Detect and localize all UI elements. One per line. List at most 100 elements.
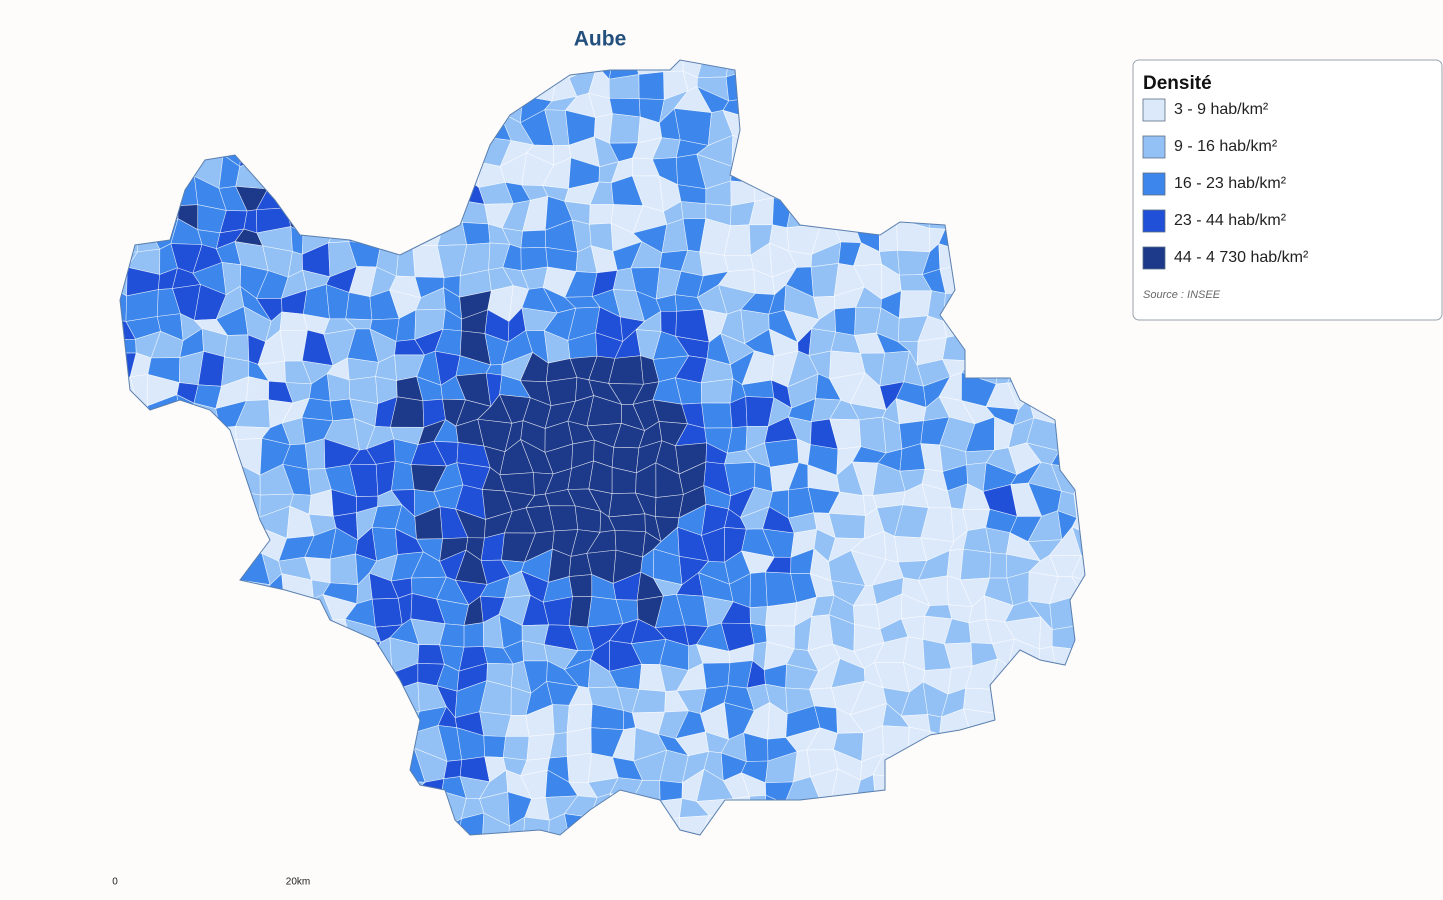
commune	[1032, 201, 1060, 232]
commune	[135, 217, 161, 253]
commune	[437, 138, 458, 164]
commune	[149, 616, 181, 647]
commune	[213, 728, 250, 752]
commune	[1076, 859, 1093, 886]
commune	[939, 732, 971, 751]
commune	[240, 619, 270, 640]
commune	[456, 91, 492, 117]
commune	[697, 860, 721, 889]
commune	[196, 108, 221, 139]
commune	[745, 158, 770, 186]
commune	[302, 203, 339, 234]
commune	[815, 110, 844, 141]
commune	[522, 816, 550, 835]
commune	[154, 130, 184, 160]
commune	[397, 152, 426, 187]
commune	[566, 727, 592, 757]
commune	[731, 134, 747, 167]
commune	[393, 134, 426, 154]
commune	[324, 99, 359, 122]
commune	[463, 862, 491, 889]
commune	[548, 844, 574, 870]
commune	[1028, 381, 1064, 399]
commune	[730, 165, 756, 184]
commune	[1077, 822, 1085, 835]
commune	[701, 402, 733, 429]
commune	[130, 438, 158, 474]
commune	[434, 60, 462, 77]
commune	[608, 60, 640, 80]
communes	[120, 60, 1093, 890]
commune	[702, 662, 731, 689]
commune	[120, 131, 139, 163]
commune	[1057, 861, 1085, 884]
commune	[355, 779, 374, 798]
commune	[172, 550, 200, 576]
commune	[1030, 779, 1054, 805]
commune	[752, 60, 776, 79]
commune	[1004, 93, 1029, 122]
commune	[907, 132, 921, 158]
commune	[751, 68, 776, 99]
commune	[987, 263, 1011, 295]
commune	[940, 66, 970, 102]
commune	[239, 138, 266, 167]
commune	[810, 65, 833, 101]
commune	[215, 688, 250, 714]
commune	[996, 60, 1015, 70]
commune	[171, 492, 203, 518]
commune	[311, 838, 329, 871]
commune	[120, 218, 138, 256]
commune	[873, 800, 909, 822]
commune	[1048, 812, 1080, 835]
commune	[398, 824, 421, 835]
commune	[268, 799, 290, 817]
commune	[654, 494, 684, 519]
commune	[130, 774, 161, 805]
commune	[1056, 93, 1076, 123]
commune	[219, 95, 243, 118]
commune	[878, 71, 902, 90]
commune	[1035, 725, 1062, 753]
commune	[481, 867, 510, 890]
commune	[325, 703, 346, 737]
commune	[1006, 329, 1041, 364]
commune	[1033, 286, 1064, 320]
commune	[900, 60, 931, 74]
commune	[748, 859, 772, 889]
commune	[1047, 334, 1082, 355]
commune	[284, 691, 310, 711]
commune	[1004, 111, 1029, 137]
commune	[120, 112, 139, 142]
commune	[937, 796, 964, 823]
commune	[235, 837, 268, 868]
commune	[302, 284, 330, 320]
commune	[1007, 290, 1038, 310]
commune	[1033, 309, 1058, 338]
commune	[120, 774, 135, 805]
commune	[1011, 201, 1042, 232]
map-title: Aube	[574, 28, 627, 51]
commune	[410, 790, 447, 827]
commune	[125, 554, 161, 584]
commune	[965, 730, 995, 752]
commune	[461, 222, 491, 246]
commune	[192, 621, 224, 644]
commune	[942, 748, 966, 781]
commune	[815, 139, 834, 167]
commune	[961, 837, 990, 866]
commune	[1037, 664, 1056, 691]
commune	[130, 99, 154, 117]
commune	[926, 203, 952, 230]
commune	[928, 72, 945, 88]
commune	[1030, 836, 1057, 870]
commune	[284, 666, 316, 694]
commune	[328, 747, 359, 782]
commune	[939, 174, 976, 205]
commune	[147, 89, 175, 112]
commune	[566, 752, 592, 783]
commune	[215, 507, 250, 538]
commune	[324, 661, 349, 693]
commune	[371, 834, 400, 835]
commune	[966, 333, 999, 362]
